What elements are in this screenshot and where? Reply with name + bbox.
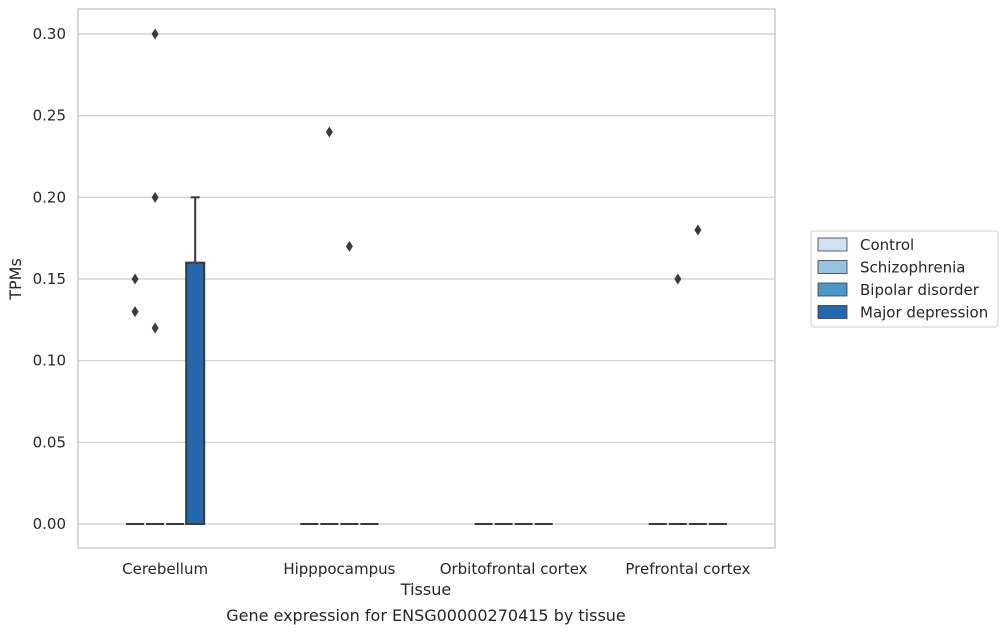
outlier-point (325, 126, 333, 138)
y-axis-ticks: 0.00 0.05 0.10 0.15 0.20 0.25 0.30 (33, 25, 66, 533)
legend-swatch (817, 305, 848, 319)
outlier-point (151, 322, 159, 334)
y-tick-label: 0.10 (33, 352, 66, 370)
y-tick-label: 0.00 (33, 515, 66, 533)
y-tick-label: 0.05 (33, 433, 66, 451)
legend: Control Schizophrenia Bipolar disorder Majo… (810, 230, 999, 328)
x-tick-label: Cerebellum (122, 560, 208, 578)
legend-label: Major depression (860, 304, 988, 322)
legend-label: Bipolar disorder (860, 281, 980, 299)
chart-caption: Gene expression for ENSG00000270415 by t… (226, 606, 626, 625)
x-tick-label: Orbitofrontal cortex (440, 560, 588, 578)
legend-frame (810, 230, 999, 328)
outlier-point (151, 28, 159, 40)
plot-area-frame (77, 8, 776, 549)
legend-swatch (817, 237, 848, 252)
box-rect (185, 261, 206, 525)
y-tick-label: 0.15 (33, 270, 66, 288)
outlier-point (694, 224, 702, 236)
grid-lines (78, 33, 775, 525)
x-tick-label: Prefrontal cortex (625, 560, 750, 578)
x-axis-label: Tissue (400, 580, 451, 599)
x-axis-ticks: Cerebellum Hipppocampus Orbitofrontal cort… (122, 560, 750, 578)
outlier-point (345, 240, 353, 252)
legend-label: Schizophrenia (860, 259, 965, 277)
outlier-point (151, 191, 159, 203)
y-tick-label: 0.30 (33, 25, 66, 43)
x-tick-label: Hipppocampus (283, 560, 395, 578)
box-0-3 (185, 196, 206, 525)
outlier-point (131, 306, 139, 318)
outlier-points (131, 28, 702, 334)
box-series (126, 196, 727, 525)
legend-label: Control (860, 236, 914, 254)
legend-swatch (817, 282, 848, 297)
y-axis-label: TPMs (6, 258, 25, 301)
legend-swatch (817, 260, 848, 274)
y-tick-label: 0.20 (33, 188, 66, 206)
outlier-point (674, 273, 682, 285)
outlier-point (131, 273, 139, 285)
y-tick-label: 0.25 (33, 107, 66, 125)
